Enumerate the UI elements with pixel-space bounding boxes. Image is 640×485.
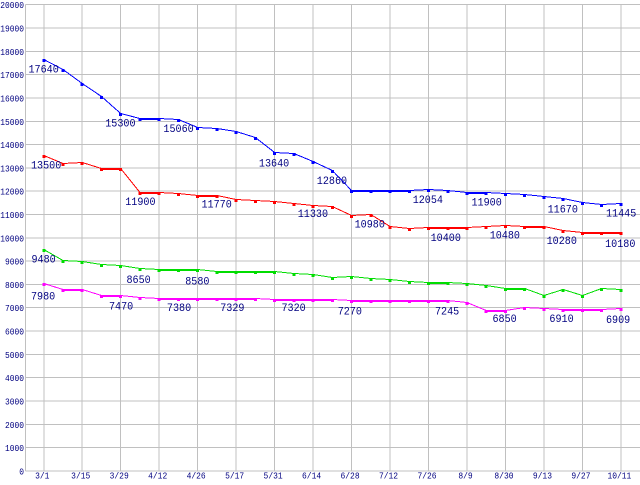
svg-text:1000: 1000 <box>5 443 24 454</box>
svg-text:11900: 11900 <box>125 197 155 209</box>
svg-text:15300: 15300 <box>105 119 135 131</box>
svg-text:13500: 13500 <box>31 161 61 173</box>
svg-text:8/9: 8/9 <box>458 471 473 480</box>
svg-text:3/29: 3/29 <box>110 471 129 480</box>
svg-text:11770: 11770 <box>202 200 232 212</box>
svg-text:6/28: 6/28 <box>341 471 360 480</box>
svg-text:17640: 17640 <box>29 65 59 77</box>
svg-text:17000: 17000 <box>0 70 24 81</box>
svg-text:4/12: 4/12 <box>148 471 167 480</box>
svg-text:7245: 7245 <box>435 306 459 318</box>
svg-text:3000: 3000 <box>5 396 24 407</box>
svg-text:15060: 15060 <box>163 124 193 136</box>
svg-text:13000: 13000 <box>0 163 24 174</box>
svg-text:6910: 6910 <box>549 314 573 326</box>
svg-text:20000: 20000 <box>0 0 24 11</box>
svg-text:6909: 6909 <box>606 315 630 327</box>
svg-text:10480: 10480 <box>490 230 520 242</box>
svg-text:12000: 12000 <box>0 187 24 198</box>
svg-text:16000: 16000 <box>0 93 24 104</box>
svg-text:8000: 8000 <box>5 280 24 291</box>
svg-text:12860: 12860 <box>317 176 347 188</box>
svg-text:10980: 10980 <box>355 219 385 231</box>
svg-text:0: 0 <box>19 466 24 477</box>
svg-text:5/17: 5/17 <box>225 471 244 480</box>
svg-text:7000: 7000 <box>5 303 24 314</box>
svg-text:7980: 7980 <box>31 291 55 303</box>
svg-text:11330: 11330 <box>298 209 328 221</box>
svg-text:9/27: 9/27 <box>571 471 590 480</box>
svg-text:10180: 10180 <box>605 239 635 251</box>
svg-text:10280: 10280 <box>547 236 577 248</box>
svg-text:3/15: 3/15 <box>71 471 90 480</box>
svg-text:9000: 9000 <box>5 257 24 268</box>
svg-text:9480: 9480 <box>32 255 56 267</box>
svg-text:5000: 5000 <box>5 350 24 361</box>
svg-text:10/11: 10/11 <box>607 471 631 480</box>
svg-text:5/31: 5/31 <box>264 471 283 480</box>
svg-text:15000: 15000 <box>0 117 24 128</box>
svg-text:7/26: 7/26 <box>417 471 436 480</box>
svg-text:19000: 19000 <box>0 24 24 35</box>
svg-text:9/13: 9/13 <box>533 471 552 480</box>
svg-text:12054: 12054 <box>413 195 444 207</box>
svg-text:18000: 18000 <box>0 47 24 58</box>
svg-text:11670: 11670 <box>548 204 578 216</box>
svg-text:10400: 10400 <box>431 233 461 245</box>
svg-text:7470: 7470 <box>109 301 133 313</box>
svg-text:8650: 8650 <box>127 275 151 287</box>
svg-text:11000: 11000 <box>0 210 24 221</box>
svg-text:11900: 11900 <box>472 198 502 210</box>
svg-text:3/1: 3/1 <box>35 471 50 480</box>
svg-text:8580: 8580 <box>185 276 209 288</box>
svg-text:10000: 10000 <box>0 233 24 244</box>
svg-text:11445: 11445 <box>606 209 636 221</box>
svg-text:7/12: 7/12 <box>379 471 398 480</box>
svg-text:13640: 13640 <box>259 158 289 170</box>
svg-text:14000: 14000 <box>0 140 24 151</box>
svg-text:7380: 7380 <box>167 303 191 315</box>
svg-text:6000: 6000 <box>5 327 24 338</box>
svg-text:4000: 4000 <box>5 373 24 384</box>
svg-text:6/14: 6/14 <box>302 471 321 480</box>
svg-text:2000: 2000 <box>5 420 24 431</box>
svg-text:6850: 6850 <box>493 314 517 326</box>
svg-text:4/26: 4/26 <box>187 471 206 480</box>
svg-text:7320: 7320 <box>282 303 306 315</box>
svg-text:7270: 7270 <box>338 306 362 318</box>
svg-text:7329: 7329 <box>220 303 244 315</box>
svg-text:8/30: 8/30 <box>494 471 513 480</box>
